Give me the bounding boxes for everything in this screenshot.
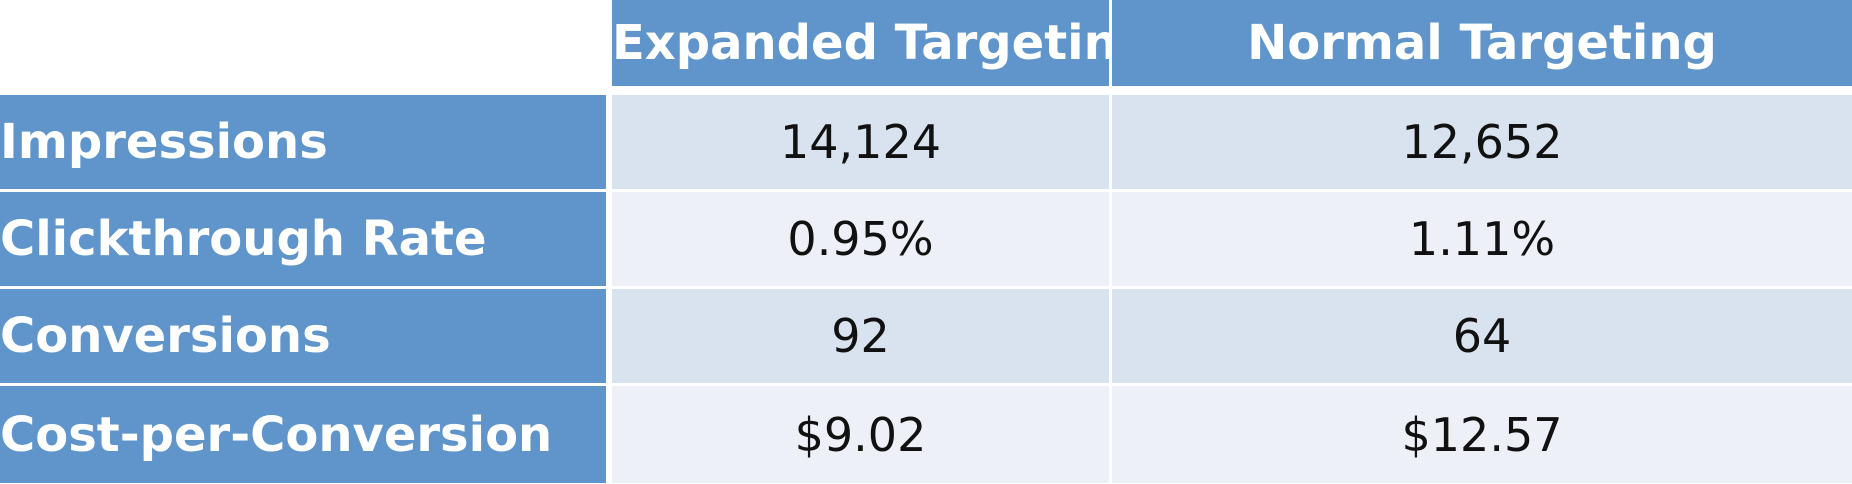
cell-cost-per-conversion-expanded: $9.02 [612,386,1112,483]
cell-impressions-normal: 12,652 [1112,95,1852,192]
row-label-clickthrough-rate: Clickthrough Rate [0,192,612,289]
cell-conversions-normal: 64 [1112,289,1852,386]
table-row-cost-per-conversion: Cost-per-Conversion $9.02 $12.57 [0,386,1852,483]
row-label-impressions: Impressions [0,95,612,192]
row-label-conversions: Conversions [0,289,612,386]
header-row: Expanded Targeting Normal Targeting [0,0,1852,95]
cell-impressions-expanded: 14,124 [612,95,1112,192]
table-row-impressions: Impressions 14,124 12,652 [0,95,1852,192]
cell-conversions-expanded: 92 [612,289,1112,386]
column-header-expanded-targeting: Expanded Targeting [612,0,1112,95]
cell-clickthrough-rate-normal: 1.11% [1112,192,1852,289]
cell-clickthrough-rate-expanded: 0.95% [612,192,1112,289]
row-label-cost-per-conversion: Cost-per-Conversion [0,386,612,483]
corner-cell [0,0,612,95]
column-header-normal-targeting: Normal Targeting [1112,0,1852,95]
cell-cost-per-conversion-normal: $12.57 [1112,386,1852,483]
table-row-clickthrough-rate: Clickthrough Rate 0.95% 1.11% [0,192,1852,289]
table-row-conversions: Conversions 92 64 [0,289,1852,386]
